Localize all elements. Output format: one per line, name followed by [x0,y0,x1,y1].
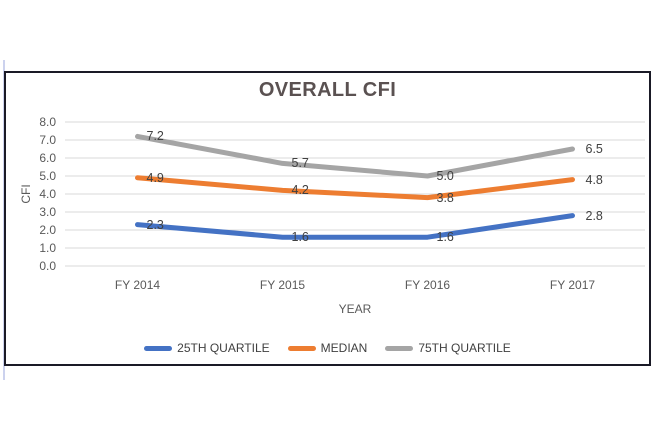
x-axis-title: YEAR [338,302,372,316]
series-line-25th-quartile [135,213,575,240]
legend-swatch [385,345,414,351]
legend-label: MEDIAN [320,341,368,355]
y-tick-label: 0.0 [39,259,56,273]
x-tick-label: FY 2016 [404,278,451,292]
y-tick-label: 3.0 [39,205,56,219]
y-tick-label: 6.0 [39,151,56,165]
series-line-75th-quartile [135,133,575,179]
data-label: 4.9 [146,170,164,185]
data-label: 4.2 [291,183,309,198]
plot-area [65,121,645,267]
legend-item-median: MEDIAN [287,341,368,355]
legend-swatch [144,345,173,351]
data-label: 4.8 [585,172,603,187]
y-tick-label: 7.0 [39,133,56,147]
data-label: 7.2 [146,129,164,144]
data-label: 5.0 [436,169,454,183]
legend-label: 75TH QUARTILE [418,341,511,355]
chart-title: OVERALL CFI [258,79,397,101]
legend-label: 25TH QUARTILE [177,341,270,355]
y-tick-label: 2.0 [39,223,56,237]
y-tick-label: 4.0 [39,187,56,201]
data-label: 2.3 [146,217,164,232]
chart-container: OVERALL CFI CFI YEAR 25TH QUARTILE MEDIAN… [4,71,651,366]
chart-area: OVERALL CFI CFI YEAR 25TH QUARTILE MEDIAN… [6,73,649,364]
x-tick-label: FY 2014 [114,278,161,292]
y-tick-label: 8.0 [39,115,56,129]
series-line-median [135,175,575,201]
data-label: 5.7 [291,156,309,171]
data-label: 1.6 [291,230,309,245]
data-label: 2.8 [585,208,603,223]
x-tick-label: FY 2015 [259,278,306,292]
data-label: 6.5 [585,142,603,156]
x-tick-label: FY 2017 [549,278,596,292]
legend-item-75th-quartile: 75TH QUARTILE [385,341,511,355]
y-tick-label: 1.0 [39,241,56,255]
legend-item-25th-quartile: 25TH QUARTILE [144,341,270,355]
data-label: 1.6 [436,230,454,245]
chart-legend: 25TH QUARTILE MEDIAN 75TH QUARTILE [6,341,649,355]
y-tick-label: 5.0 [39,169,56,183]
data-label: 3.8 [436,190,454,205]
legend-swatch [287,345,316,351]
